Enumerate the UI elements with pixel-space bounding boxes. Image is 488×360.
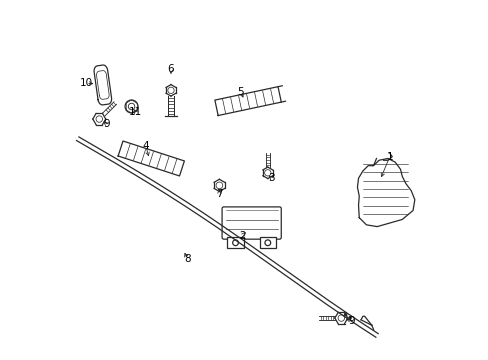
FancyBboxPatch shape	[222, 207, 281, 239]
Bar	[227, 237, 243, 248]
Text: 2: 2	[239, 231, 245, 240]
Bar	[259, 237, 275, 248]
Text: 4: 4	[142, 141, 149, 151]
Text: 5: 5	[237, 87, 244, 97]
Text: 11: 11	[129, 107, 142, 117]
Text: 9: 9	[103, 120, 110, 129]
Text: 3: 3	[267, 173, 274, 183]
Text: 10: 10	[79, 78, 92, 88]
Circle shape	[347, 316, 351, 320]
Circle shape	[343, 313, 347, 316]
Text: 9: 9	[347, 316, 354, 325]
Text: 7: 7	[216, 189, 222, 199]
Text: 1: 1	[386, 152, 392, 162]
Text: 8: 8	[183, 254, 190, 264]
Text: 6: 6	[167, 64, 174, 74]
